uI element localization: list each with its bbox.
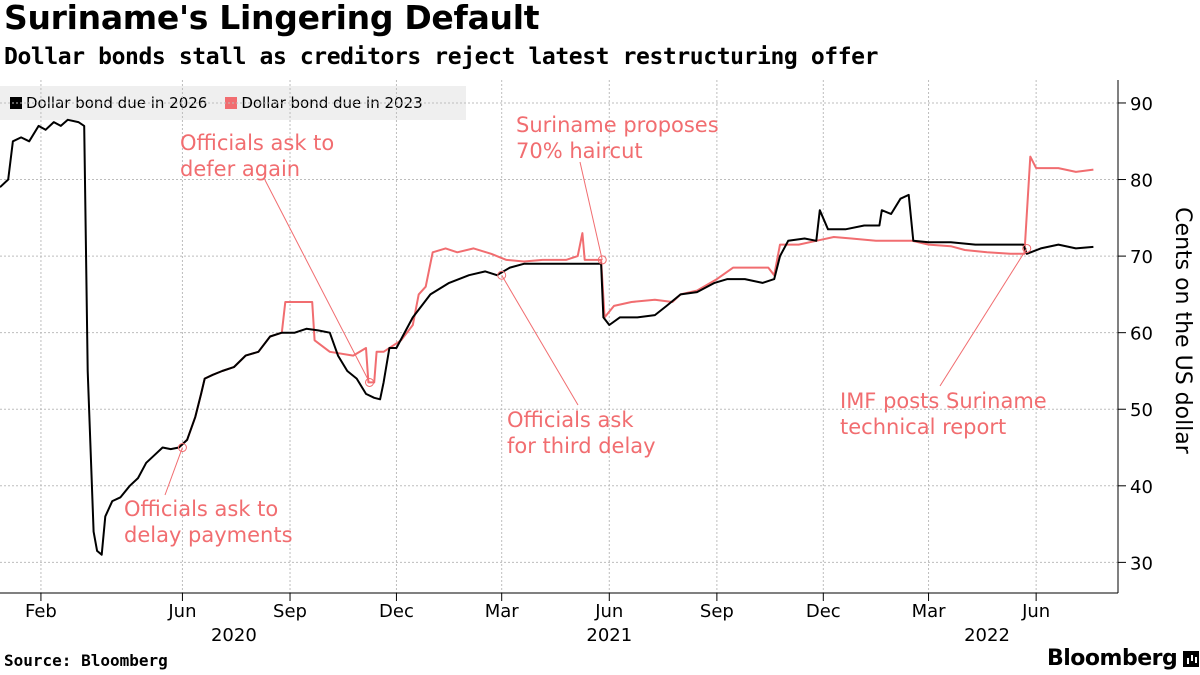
x-tick-label: Dec — [379, 601, 414, 622]
y-tick-label: 30 — [1130, 553, 1153, 574]
x-tick-label: Mar — [485, 601, 520, 622]
x-tick-label: Sep — [700, 601, 734, 622]
x-tick-label: Jun — [594, 601, 623, 622]
annotation-marker — [365, 377, 375, 387]
annotation-leader — [501, 274, 579, 406]
legend-item-2023: Dollar bond due in 2023 — [225, 94, 423, 112]
annotation-label: defer again — [180, 157, 300, 181]
series-line-2023 — [178, 155, 1094, 449]
x-tick-label: Mar — [912, 601, 947, 622]
x-tick-label: Jun — [1021, 601, 1050, 622]
annotation-label: 70% haircut — [516, 139, 643, 163]
legend-label-2023: Dollar bond due in 2023 — [241, 94, 423, 112]
bloomberg-chart-icon — [1183, 650, 1200, 667]
y-tick-label: 80 — [1130, 171, 1153, 192]
annotation-label: delay payments — [124, 523, 293, 547]
annotation-label: IMF posts Suriname — [840, 389, 1047, 413]
page-subtitle: Dollar bonds stall as creditors reject l… — [4, 44, 879, 70]
annotation-label: Suriname proposes — [516, 113, 719, 137]
y-tick-label: 70 — [1130, 247, 1153, 268]
page-title: Suriname's Lingering Default — [4, 0, 540, 37]
y-axis-title: Cents on the US dollar — [1170, 207, 1195, 455]
annotation-marker — [597, 255, 607, 265]
annotation-marker — [497, 270, 507, 280]
x-tick-label: Sep — [273, 601, 307, 622]
annotation-label: Officials ask to — [180, 131, 334, 155]
annotation-marker — [177, 443, 187, 453]
x-year-label: 2021 — [586, 625, 632, 646]
annotation-leader — [939, 248, 1028, 387]
annotation-label: Officials ask to — [124, 497, 278, 521]
x-tick-label: Jun — [167, 601, 196, 622]
annotation-leader — [579, 161, 603, 261]
x-tick-label: Feb — [25, 601, 57, 622]
x-tick-label: Dec — [806, 601, 841, 622]
x-year-label: 2020 — [211, 625, 257, 646]
annotation-leader — [264, 179, 370, 383]
annotation-label: for third delay — [507, 434, 656, 458]
brand-logo: Bloomberg — [1047, 646, 1200, 671]
brand-name: Bloomberg — [1047, 646, 1178, 671]
y-tick-label: 90 — [1130, 94, 1153, 115]
y-tick-label: 40 — [1130, 477, 1153, 498]
x-year-label: 2022 — [964, 625, 1010, 646]
annotation-marker — [1022, 243, 1032, 253]
annotation-label: Officials ask — [507, 408, 634, 432]
annotation-label: technical report — [840, 415, 1006, 439]
y-tick-label: 60 — [1130, 324, 1153, 345]
legend-swatch-2023 — [225, 97, 238, 109]
source-note: Source: Bloomberg — [4, 651, 168, 670]
annotation-leader — [164, 447, 183, 496]
series-line-2026 — [0, 118, 1094, 556]
y-tick-label: 50 — [1130, 400, 1153, 421]
